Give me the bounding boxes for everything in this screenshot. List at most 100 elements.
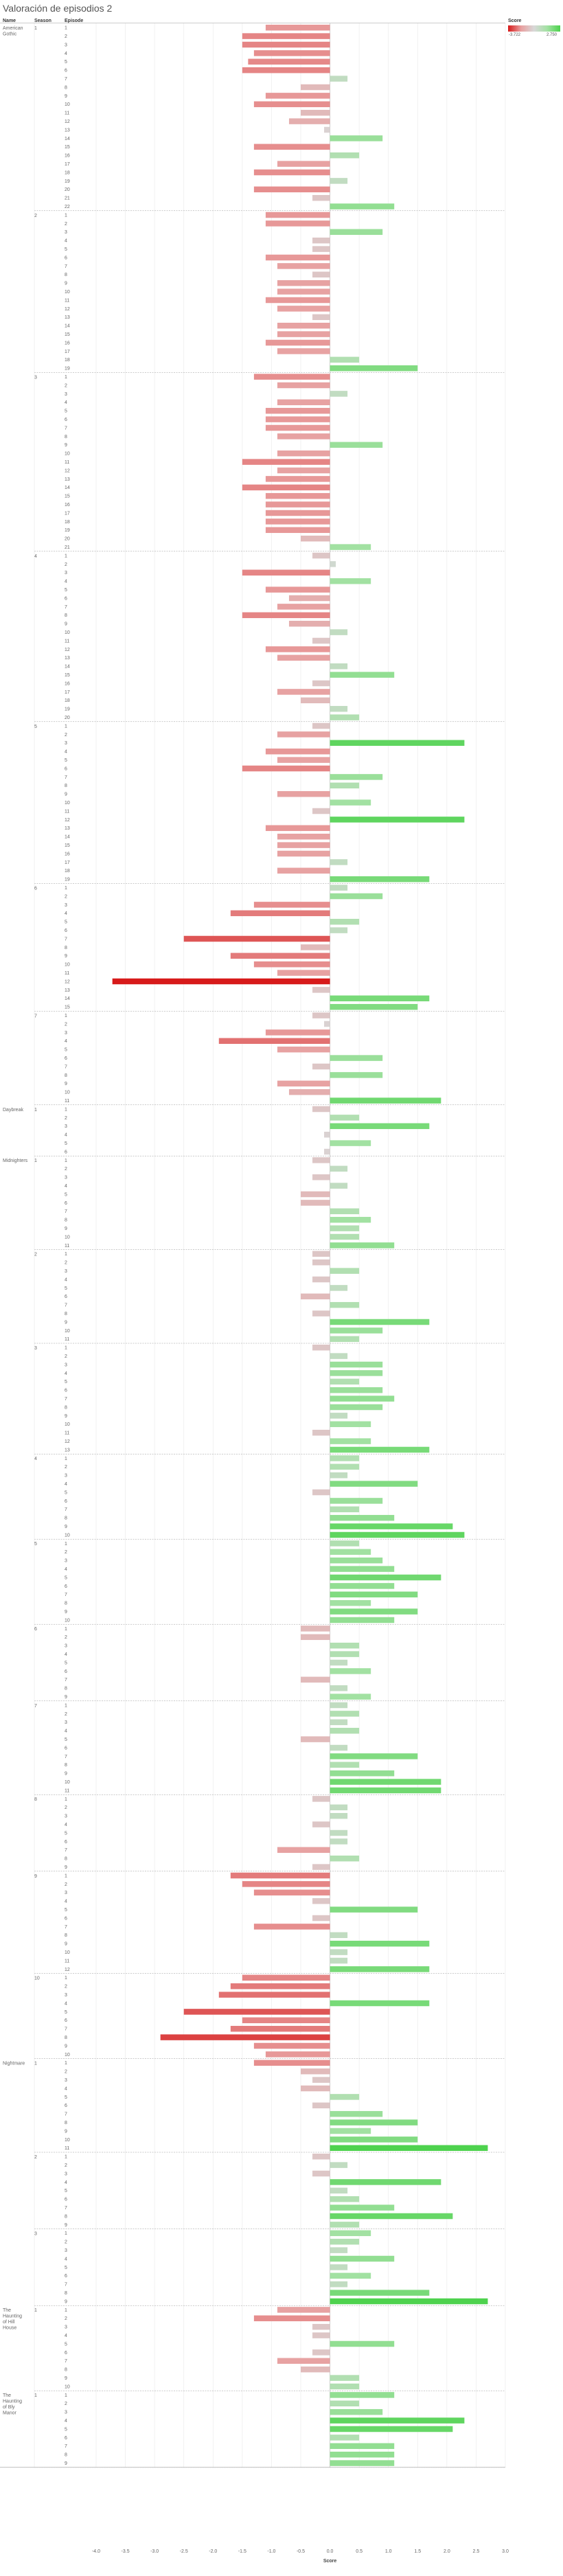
bar [330,229,383,236]
bar [330,817,465,823]
bar [312,271,330,278]
bar [324,1131,330,1138]
bar [265,297,330,304]
bar [330,1702,348,1709]
bar [312,2153,330,2160]
bar [330,2094,360,2100]
episode-label: 5 [65,758,67,763]
bar [265,416,330,422]
bar [242,67,330,73]
bar [242,1974,330,1981]
bar [330,1685,348,1691]
bar [265,212,330,218]
episode-label: 8 [65,1073,67,1078]
bar [330,365,418,372]
episode-label: 12 [65,119,70,124]
episode-label: 7 [65,1755,67,1759]
season-label: 1 [34,2393,37,2398]
bar [277,757,330,763]
episode-label: 5 [65,1908,67,1913]
bar [330,672,395,678]
bar [330,2119,418,2125]
episode-label: 10 [65,1091,70,1095]
season-label: 5 [34,725,37,729]
episode-label: 7 [65,2283,67,2288]
episode-label: 3 [65,1891,67,1895]
episode-label: 16 [65,341,70,345]
episode-label: 17 [65,162,70,167]
x-tick-label: 1.0 [385,2549,392,2554]
bar [330,1455,360,1461]
bar [330,578,371,584]
column-header-season: Season [34,19,51,23]
episode-label: 5 [65,1192,67,1197]
bar [277,689,330,695]
episode-label: 10 [65,290,70,295]
column-header-episode: Episode [65,19,84,23]
episode-label: 8 [65,2036,67,2040]
bar [277,970,330,976]
episode-label: 9 [65,793,67,797]
bar [330,1830,348,1836]
episode-label: 15 [65,843,70,848]
episode-label: 4 [65,1482,67,1487]
bar [330,1711,360,1717]
bar [277,433,330,440]
episode-label: 7 [65,2359,67,2364]
episode-label: 3 [65,1176,67,1181]
bar [330,1557,383,1564]
episode-label: 2 [65,1712,67,1717]
bar [288,620,330,627]
bar [330,1301,360,1308]
episode-label: 6 [65,1916,67,1921]
episode-label: 7 [65,2027,67,2032]
bar [301,1200,330,1206]
episode-label: 8 [65,1312,67,1317]
bar [330,1540,360,1547]
episode-label: 2 [65,1465,67,1470]
bar [312,2077,330,2083]
episode-label: 11 [65,971,69,976]
x-tick-label: 2.0 [444,2549,450,2554]
episode-label: 1 [65,2155,67,2160]
x-tick-label: 3.0 [502,2549,509,2554]
bar [277,322,330,329]
episode-label: 3 [65,2325,67,2330]
episode-label: 2 [65,1354,67,1359]
bar [312,2332,330,2338]
episode-label: 11 [65,809,69,814]
episode-label: 3 [65,1559,67,1564]
episode-label: 19 [65,179,70,184]
bar [288,595,330,602]
episode-label: 7 [65,1925,67,1930]
episode-label: 3 [65,392,67,397]
episode-label: 10 [65,2384,70,2389]
episode-label: 9 [65,1227,67,1231]
episode-label: 14 [65,665,70,670]
episode-label: 8 [65,1763,67,1768]
episode-label: 4 [65,1823,67,1827]
episode-label: 3 [65,230,67,235]
episode-label: 9 [65,1695,67,1700]
episode-label: 7 [65,605,67,610]
episode-label: 1 [65,1873,67,1878]
season-label: 4 [34,1457,37,1461]
x-axis-title: Score [323,2559,337,2564]
episode-label: 9 [65,1525,67,1529]
episode-label: 3 [65,741,67,746]
bar [265,586,330,593]
episode-label: 11 [65,1244,69,1249]
bar [330,1608,418,1615]
episode-label: 16 [65,503,70,508]
bar [330,1472,348,1479]
bar [330,2408,383,2415]
bar [301,2366,330,2373]
season-label: 4 [34,554,37,559]
episode-label: 11 [65,1431,69,1436]
episode-label: 19 [65,528,70,533]
season-label: 3 [34,1346,37,1351]
episode-label: 6 [65,1201,67,1206]
bar [265,407,330,414]
episode-label: 3 [65,1031,67,1036]
episode-label: 10 [65,963,70,968]
